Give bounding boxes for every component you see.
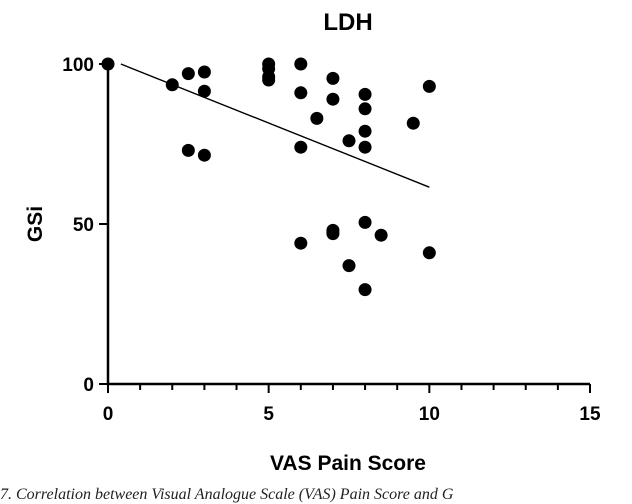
data-point xyxy=(406,116,420,130)
data-point xyxy=(358,87,372,101)
data-point xyxy=(326,71,340,85)
data-point xyxy=(294,140,308,154)
y-tick-label: 100 xyxy=(62,55,94,76)
data-point xyxy=(422,79,436,93)
data-point xyxy=(358,283,372,297)
x-tick-label: 5 xyxy=(263,404,274,425)
scatter-chart: LDH GSi VAS Pain Score 0 5 10 15 0 50 100 xyxy=(24,9,601,475)
data-point xyxy=(165,78,179,92)
data-point xyxy=(358,215,372,229)
y-tick-label: 0 xyxy=(83,375,94,396)
data-point xyxy=(197,65,211,79)
data-point xyxy=(101,57,115,71)
data-point xyxy=(294,57,308,71)
y-axis-label: GSi xyxy=(24,206,47,242)
data-point xyxy=(342,259,356,273)
x-tick-label: 15 xyxy=(579,404,601,425)
chart-title: LDH xyxy=(323,9,372,36)
data-point xyxy=(294,236,308,250)
data-point xyxy=(181,67,195,81)
data-point xyxy=(310,111,324,125)
data-point xyxy=(358,140,372,154)
data-point xyxy=(197,148,211,162)
data-point xyxy=(294,86,308,100)
data-point xyxy=(197,84,211,98)
data-point xyxy=(326,92,340,106)
figure-caption: 7. Correlation between Visual Analogue S… xyxy=(0,486,454,503)
data-point xyxy=(342,134,356,148)
plot-area: 0 5 10 15 0 50 100 xyxy=(62,55,601,425)
data-point xyxy=(374,228,388,242)
data-point xyxy=(326,227,340,241)
data-point xyxy=(358,124,372,138)
x-axis-label: VAS Pain Score xyxy=(270,452,426,475)
data-point xyxy=(422,246,436,260)
data-point xyxy=(358,102,372,116)
data-point xyxy=(181,143,195,157)
y-tick-label: 50 xyxy=(73,215,94,236)
data-point xyxy=(262,73,276,87)
x-tick-label: 10 xyxy=(419,404,440,425)
x-tick-label: 0 xyxy=(103,404,114,425)
